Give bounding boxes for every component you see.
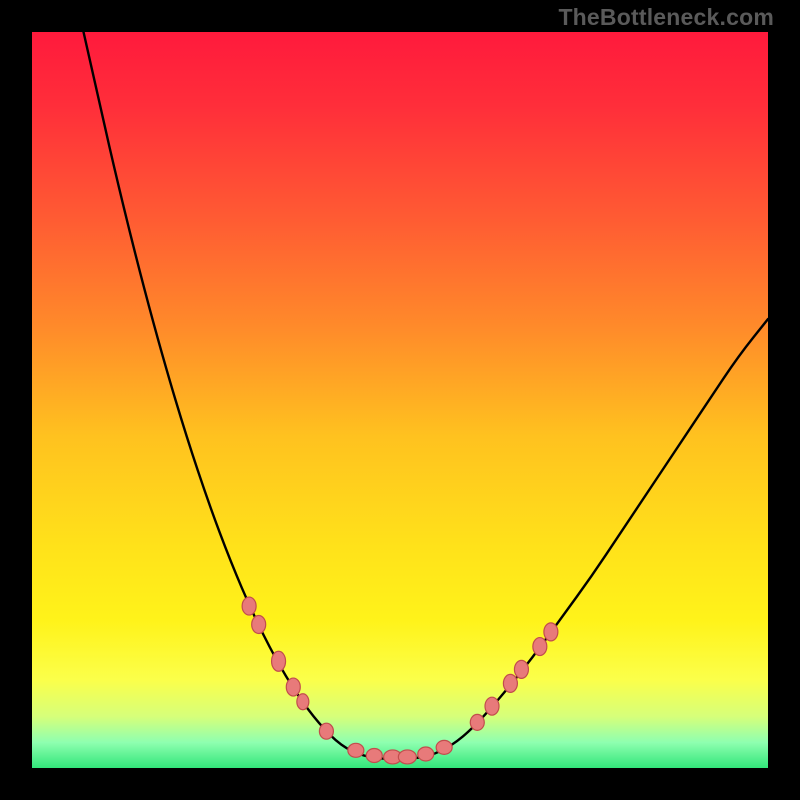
chart-svg [32,32,768,768]
data-marker [436,740,452,754]
data-marker [242,597,256,615]
data-marker [470,714,484,730]
data-marker [398,750,416,764]
data-marker [348,743,364,757]
data-marker [297,694,309,710]
data-marker [252,615,266,633]
data-marker [286,678,300,696]
data-marker [514,660,528,678]
plot-area [32,32,768,768]
data-marker [533,638,547,656]
data-marker [272,651,286,671]
figure-container: TheBottleneck.com [0,0,800,800]
data-marker [418,747,434,761]
data-marker [544,623,558,641]
data-marker [503,674,517,692]
watermark-text: TheBottleneck.com [558,4,774,31]
data-marker [366,748,382,762]
gradient-background [32,32,768,768]
data-marker [485,697,499,715]
data-marker [319,723,333,739]
